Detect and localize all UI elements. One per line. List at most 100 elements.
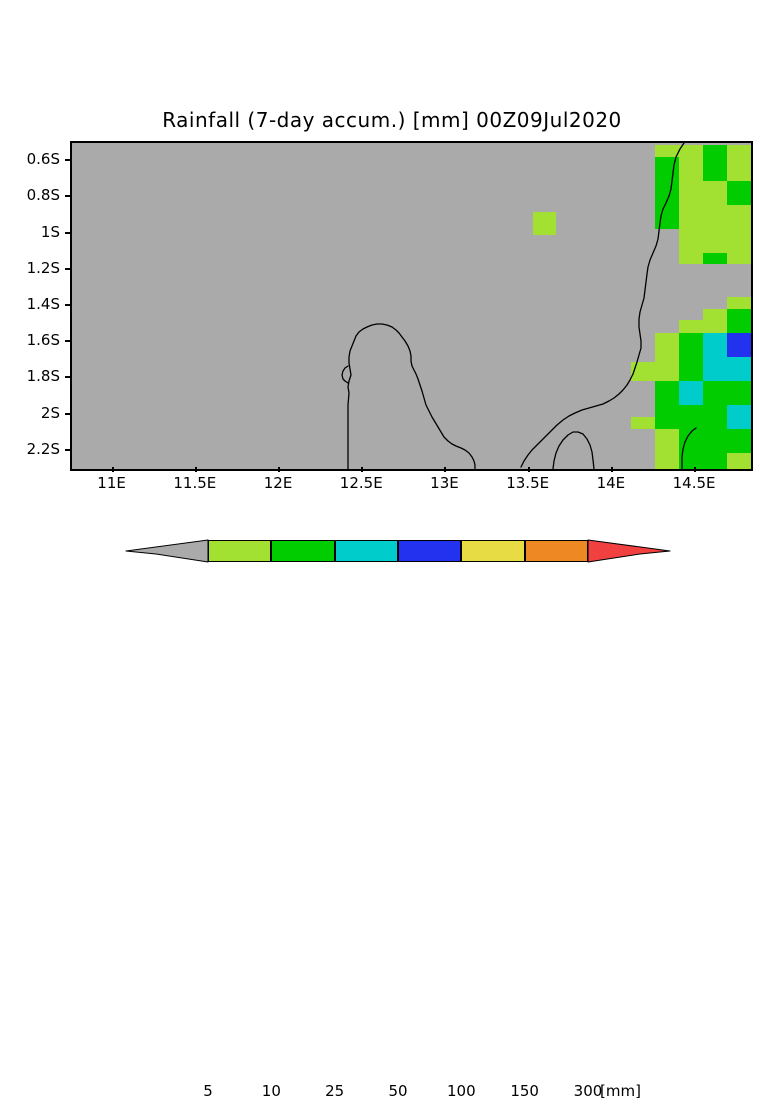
rainfall-cell <box>703 381 727 405</box>
rainfall-cell <box>655 333 679 357</box>
y-axis-tick <box>65 304 70 306</box>
y-axis-tick-label: 1.6S <box>26 331 60 350</box>
rainfall-cell <box>679 405 703 429</box>
rainfall-cell <box>727 157 751 181</box>
y-axis-tick-label: 1S <box>40 222 60 241</box>
colorbar: 5 10 25 50 100 150 300 [mm] <box>0 528 784 1100</box>
colorbar-band <box>334 540 398 562</box>
y-axis-tick <box>65 412 70 415</box>
rainfall-cell <box>727 181 751 205</box>
colorbar-tick-label: 25 <box>325 1082 345 1100</box>
rainfall-cell <box>655 205 679 229</box>
x-axis-tick-label: 12E <box>263 474 293 492</box>
rainfall-cell <box>703 253 727 264</box>
x-axis-tick <box>694 467 697 472</box>
x-axis-tick <box>361 467 364 472</box>
rainfall-cell <box>655 357 679 381</box>
rainfall-cell <box>703 229 727 253</box>
rainfall-cell <box>727 229 751 253</box>
rainfall-cell <box>679 229 703 253</box>
rainfall-cell <box>655 145 679 157</box>
rainfall-cell <box>727 429 751 453</box>
colorbar-band <box>524 540 588 562</box>
rainfall-cell <box>679 145 703 157</box>
rainfall-cell <box>727 309 751 333</box>
y-axis-tick-label: 0.8S <box>26 186 60 205</box>
rainfall-cell <box>655 405 679 429</box>
rainfall-cell <box>727 381 751 405</box>
y-axis-tick <box>65 340 70 343</box>
y-axis-tick <box>65 231 70 234</box>
y-axis-tick-label: 0.6S <box>26 150 60 169</box>
colorbar-under-arrow <box>125 539 209 563</box>
rainfall-cell <box>631 362 655 381</box>
rainfall-cell <box>703 333 727 357</box>
y-axis-tick-label: 1.4S <box>26 295 60 313</box>
x-axis-tick-label: 11E <box>97 474 126 492</box>
colorbar-tick-label: 150 <box>510 1082 539 1100</box>
y-axis-tick-label: 2S <box>40 403 60 422</box>
colorbar-tick-label: 300 <box>573 1082 603 1100</box>
rainfall-cell <box>703 145 727 157</box>
rainfall-cell <box>703 181 727 205</box>
map-raster-layer <box>72 143 751 469</box>
rainfall-cell <box>727 297 751 309</box>
x-axis-tick-label: 13.5E <box>506 474 550 492</box>
rainfall-cell <box>679 320 703 333</box>
rainfall-cell <box>703 205 727 229</box>
x-axis-tick-label: 14.5E <box>672 474 716 492</box>
rainfall-cell <box>655 381 679 405</box>
rainfall-cell <box>703 309 727 333</box>
y-axis-tick-label: 1.2S <box>26 258 60 277</box>
rainfall-cell <box>727 253 751 264</box>
rainfall-cell <box>703 405 727 429</box>
rainfall-cell <box>727 333 751 357</box>
colorbar-tick-label: 5 <box>203 1082 213 1100</box>
x-axis-tick <box>111 467 114 472</box>
rainfall-cell <box>679 157 703 181</box>
colorbar-band <box>461 540 525 562</box>
x-axis-tick <box>444 467 447 472</box>
colorbar-over-arrow <box>587 539 671 563</box>
x-axis-tick <box>527 467 530 472</box>
y-axis-tick <box>65 448 70 451</box>
x-axis-tick <box>194 467 197 472</box>
colorbar-tick-label: 50 <box>388 1082 408 1100</box>
rainfall-cell <box>703 429 727 453</box>
y-axis-tick-label: 1.8S <box>26 367 60 386</box>
x-axis-tick-label: 14E <box>596 474 626 492</box>
map-plot-area <box>70 141 753 471</box>
x-axis-tick-label: 11.5E <box>173 474 217 492</box>
rainfall-cell <box>727 145 751 157</box>
colorbar-band <box>208 540 272 562</box>
x-axis-tick <box>278 467 281 472</box>
rainfall-cell <box>679 357 703 381</box>
y-axis-tick <box>65 159 70 162</box>
chart-title: Rainfall (7-day accum.) [mm] 00Z09Jul202… <box>162 108 622 132</box>
rainfall-map-figure: Rainfall (7-day accum.) [mm] 00Z09Jul202… <box>0 108 784 1100</box>
rainfall-cell <box>679 253 703 264</box>
rainfall-cell <box>655 429 679 453</box>
x-axis-tick <box>610 467 613 472</box>
rainfall-cell <box>727 357 751 381</box>
rainfall-cell <box>703 157 727 181</box>
rainfall-cell <box>703 453 727 469</box>
rainfall-cell <box>655 453 679 469</box>
colorbar-tick-label: 10 <box>261 1082 281 1100</box>
y-axis-tick <box>65 195 70 198</box>
y-axis-tick-label: 2.2S <box>26 439 60 458</box>
colorbar-units-label: [mm] <box>600 1082 641 1100</box>
rainfall-cell <box>679 381 703 405</box>
rainfall-cell <box>727 205 751 229</box>
rainfall-cell <box>727 405 751 429</box>
rainfall-cell <box>703 357 727 381</box>
rainfall-cell <box>679 181 703 205</box>
x-axis-tick-label: 12.5E <box>339 474 383 492</box>
coastline-overlay <box>341 143 697 469</box>
rainfall-cell <box>727 453 751 469</box>
rainfall-cell <box>631 417 655 429</box>
rainfall-cell <box>679 333 703 357</box>
x-axis-tick-label: 13E <box>430 474 459 492</box>
y-axis-tick <box>65 376 70 379</box>
colorbar-tick-label: 100 <box>447 1082 476 1100</box>
